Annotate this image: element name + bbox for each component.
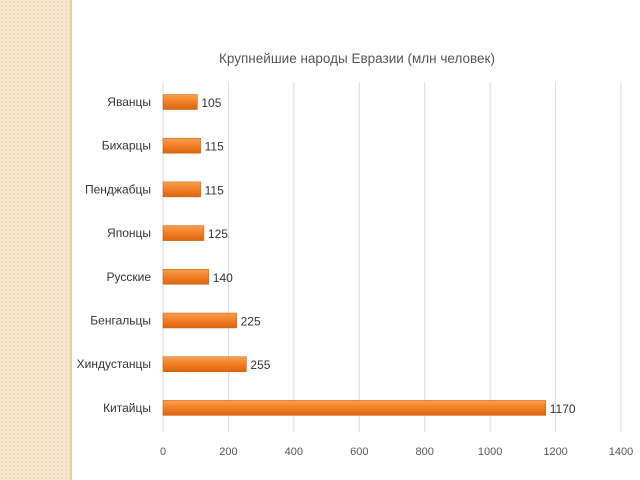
- bar: [162, 137, 201, 154]
- category-label: Китайцы: [103, 401, 151, 415]
- data-label: 1170: [550, 402, 576, 416]
- data-label: 140: [213, 271, 233, 285]
- x-tick-label: 1400: [609, 446, 633, 458]
- data-label: 115: [205, 183, 224, 197]
- x-tick-label: 800: [416, 446, 434, 458]
- x-tick-label: 200: [219, 446, 237, 458]
- x-tick-label: 600: [350, 446, 368, 458]
- bar: [162, 181, 201, 198]
- category-label: Бенгальцы: [90, 314, 151, 328]
- category-label: Бихарцы: [102, 139, 151, 153]
- data-label: 255: [250, 358, 270, 372]
- category-labels: Яванцы Бихарцы Пенджабцы Японцы Русские Бенга…: [77, 95, 152, 415]
- data-label: 225: [241, 315, 261, 329]
- bar: [162, 400, 547, 416]
- data-labels: 105 115 115 125 140 225 255 1170: [201, 96, 576, 416]
- data-label: 105: [201, 96, 221, 110]
- bar: [162, 94, 198, 110]
- gridlines: [162, 82, 622, 432]
- category-label: Японцы: [107, 226, 151, 240]
- category-label: Пенджабцы: [85, 182, 151, 196]
- x-tick-label: 0: [160, 446, 166, 458]
- x-tick-label: 1200: [543, 446, 567, 458]
- bar: [162, 356, 247, 372]
- category-label: Яванцы: [107, 95, 151, 109]
- bar: [162, 312, 237, 329]
- x-tick-label: 400: [285, 446, 303, 458]
- x-axis-ticks: 0 200 400 600 800 1000 1200 1400: [160, 446, 633, 458]
- bars: [162, 94, 547, 416]
- side-band-edge: [70, 0, 72, 480]
- bar: [162, 225, 205, 241]
- data-label: 125: [208, 227, 228, 241]
- chart-title: Крупнейшие народы Евразии (млн человек): [219, 51, 495, 66]
- x-tick-label: 1000: [478, 446, 502, 458]
- category-label: Хиндустанцы: [77, 357, 151, 371]
- bar: [162, 269, 210, 285]
- decorative-side-band: [0, 0, 70, 480]
- data-label: 115: [205, 140, 224, 154]
- category-label: Русские: [107, 270, 152, 284]
